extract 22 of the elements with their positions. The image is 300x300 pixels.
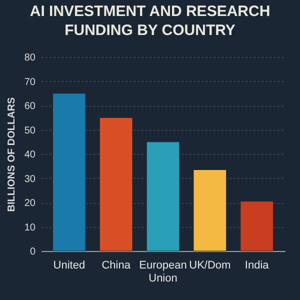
y-tick-label: 30 xyxy=(24,174,36,185)
y-axis-title: BILLIONS OF DOLLARS xyxy=(6,96,18,212)
x-tick-label: UK/Dom xyxy=(189,260,231,272)
y-tick-label: 60 xyxy=(24,101,36,112)
bar xyxy=(52,93,86,252)
x-tick-label: United xyxy=(53,260,86,272)
bar xyxy=(193,170,227,252)
y-tick-label: 10 xyxy=(24,222,36,234)
x-tick-label: European Union xyxy=(139,260,187,284)
x-tick-label: India xyxy=(244,260,270,272)
bar xyxy=(146,142,180,252)
y-tick-label: 70 xyxy=(24,76,36,88)
y-tick-label: 0 xyxy=(30,246,36,258)
y-tick-label: 40 xyxy=(24,150,36,160)
text: FUNDING BY COUNTRY xyxy=(64,22,236,39)
y-tick-label: 80 xyxy=(24,52,36,64)
bar xyxy=(99,117,133,252)
text: AI INVESTMENT AND RESEARCH xyxy=(30,3,270,20)
bar xyxy=(240,201,274,252)
y-tick-label: 20 xyxy=(24,198,36,209)
x-tick-label: China xyxy=(102,260,132,272)
y-tick-label: 50 xyxy=(24,125,36,136)
